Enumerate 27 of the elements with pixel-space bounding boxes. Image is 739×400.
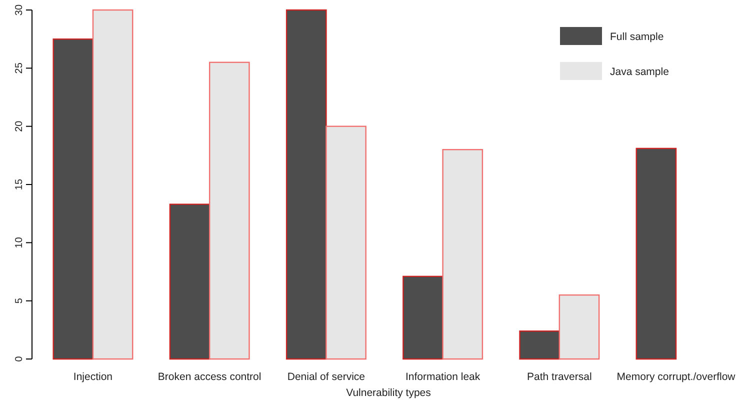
bar xyxy=(208,62,250,360)
bar xyxy=(92,9,134,360)
bar xyxy=(558,294,600,360)
y-tick-label: 15 xyxy=(14,178,25,190)
bar xyxy=(402,276,444,360)
y-tick-label: 25 xyxy=(14,62,25,74)
x-tick-label: Information leak xyxy=(405,371,481,383)
x-axis-title: Vulnerability types xyxy=(346,387,431,399)
legend-label: Full sample xyxy=(610,31,664,43)
x-tick-label: Broken access control xyxy=(158,371,262,383)
bar xyxy=(169,204,210,360)
y-tick-label: 20 xyxy=(14,120,25,132)
bar xyxy=(442,149,484,360)
bar xyxy=(326,126,366,360)
x-tick-label: Denial of service xyxy=(287,371,366,383)
y-tick-label: 10 xyxy=(14,236,25,248)
x-tick-label: Memory corrupt./overflow xyxy=(616,371,736,383)
bar xyxy=(52,38,94,360)
bar xyxy=(636,148,677,360)
bar xyxy=(286,9,327,360)
x-tick-label: Path traversal xyxy=(527,371,592,383)
bar xyxy=(519,330,560,360)
legend-label: Java sample xyxy=(610,66,670,78)
x-tick-label: Injection xyxy=(73,371,113,383)
y-tick-label: 0 xyxy=(14,356,25,362)
y-tick-label: 30 xyxy=(14,4,25,16)
y-tick-label: 5 xyxy=(14,298,25,304)
